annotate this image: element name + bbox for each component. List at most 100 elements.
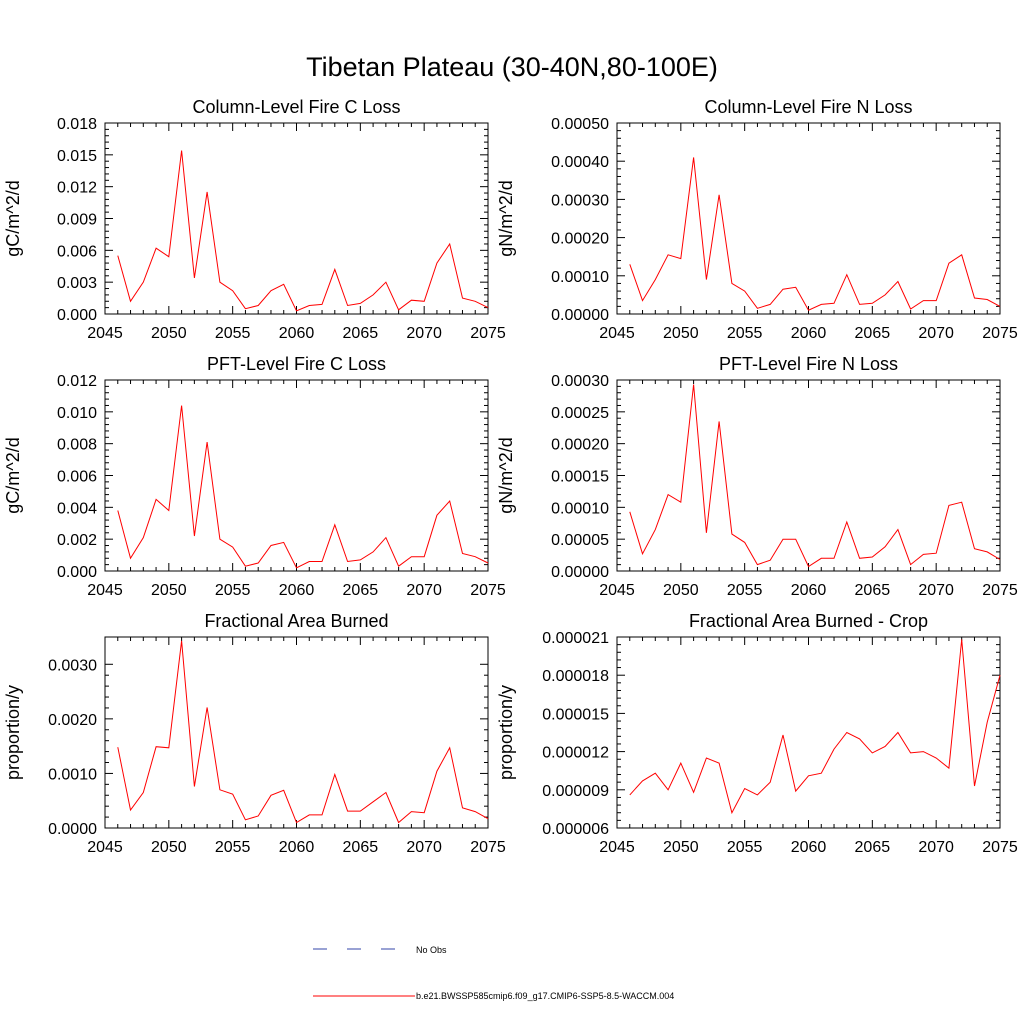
y-tick-label: 0.0010: [48, 766, 97, 783]
panel-title: Fractional Area Burned: [204, 611, 388, 631]
x-tick-label: 2055: [215, 582, 251, 599]
y-tick-label: 0.0030: [48, 657, 97, 674]
x-tick-label: 2045: [599, 582, 635, 599]
y-tick-label: 0.00000: [551, 307, 609, 324]
x-tick-label: 2060: [279, 582, 315, 599]
x-tick-label: 2050: [151, 325, 187, 342]
y-tick-label: 0.000: [57, 307, 97, 324]
plot-frame: [104, 379, 489, 572]
x-tick-label: 2060: [279, 839, 315, 856]
series-line: [117, 405, 489, 569]
panels-group: Column-Level Fire C Loss gC/m^2/d 2045 2050…: [3, 97, 1018, 856]
y-tick-label: 0.00030: [551, 373, 609, 390]
y-tick-label: 0.00050: [551, 116, 609, 133]
y-tick-label: 0.004: [57, 500, 97, 517]
series-line: [629, 384, 1001, 568]
y-tick-label: 0.00030: [551, 192, 609, 209]
x-tick-label: 2065: [855, 582, 891, 599]
y-tick-label: 0.002: [57, 532, 97, 549]
x-tick-label: 2060: [791, 582, 827, 599]
legend-no-obs-label: No Obs: [416, 945, 447, 955]
x-tick-label: 2065: [855, 839, 891, 856]
y-tick-label: 0.00020: [551, 437, 609, 454]
y-axis-label: gN/m^2/d: [496, 180, 516, 256]
panel-title: Column-Level Fire N Loss: [704, 97, 912, 117]
y-tick-label: 0.0000: [48, 821, 97, 838]
y-tick-label: 0.0020: [48, 712, 97, 729]
x-tick-label: 2050: [151, 582, 187, 599]
y-tick-label: 0.008: [57, 437, 97, 454]
y-tick-label: 0.00010: [551, 500, 609, 517]
plot-frame: [104, 122, 489, 315]
y-tick-label: 0.00015: [551, 469, 609, 486]
y-tick-label: 0.00000: [551, 564, 609, 581]
x-tick-label: 2065: [343, 582, 379, 599]
panel-5: Fractional Area Burned proportion/y 2045 20…: [3, 611, 506, 856]
x-tick-label: 2070: [918, 839, 954, 856]
x-tick-label: 2055: [727, 839, 763, 856]
x-tick-label: 2050: [151, 839, 187, 856]
x-tick-label: 2075: [982, 839, 1018, 856]
x-tick-label: 2045: [87, 325, 123, 342]
y-tick-label: 0.00010: [551, 269, 609, 286]
y-tick-label: 0.003: [57, 275, 97, 292]
y-tick-label: 0.006: [57, 469, 97, 486]
panel-title: Fractional Area Burned - Crop: [689, 611, 928, 631]
plot-frame: [616, 636, 1001, 829]
x-tick-label: 2045: [87, 839, 123, 856]
series-line: [117, 640, 489, 824]
y-axis-label: gC/m^2/d: [3, 180, 23, 256]
y-tick-label: 0.000015: [542, 706, 609, 723]
x-tick-label: 2065: [343, 839, 379, 856]
plot-frame: [616, 379, 1001, 572]
panel-title: Column-Level Fire C Loss: [192, 97, 400, 117]
y-axis-label: gC/m^2/d: [3, 437, 23, 513]
x-tick-label: 2045: [87, 582, 123, 599]
y-axis-label: proportion/y: [3, 685, 23, 780]
y-tick-label: 0.000006: [542, 821, 609, 838]
y-tick-label: 0.000012: [542, 745, 609, 762]
y-tick-label: 0.000021: [542, 630, 609, 647]
y-tick-label: 0.000009: [542, 783, 609, 800]
legend-model-label: b.e21.BWSSP585cmip6.f09_g17.CMIP6-SSP5-8…: [416, 991, 674, 1001]
figure-title: Tibetan Plateau (30-40N,80-100E): [306, 52, 718, 82]
series-line: [629, 157, 1001, 311]
series-line: [629, 639, 1001, 815]
y-tick-label: 0.000018: [542, 668, 609, 685]
x-tick-label: 2065: [343, 325, 379, 342]
x-tick-label: 2050: [663, 325, 699, 342]
x-tick-label: 2075: [470, 325, 506, 342]
panel-title: PFT-Level Fire N Loss: [719, 354, 898, 374]
y-axis-label: proportion/y: [496, 685, 516, 780]
x-tick-label: 2045: [599, 325, 635, 342]
x-tick-label: 2045: [599, 839, 635, 856]
x-tick-label: 2055: [215, 325, 251, 342]
y-tick-label: 0.012: [57, 180, 97, 197]
x-tick-label: 2075: [470, 839, 506, 856]
series-line: [117, 150, 489, 312]
x-tick-label: 2070: [406, 839, 442, 856]
x-tick-label: 2065: [855, 325, 891, 342]
panel-2: Column-Level Fire N Loss gN/m^2/d 2045 2050…: [496, 97, 1018, 342]
panel-4: PFT-Level Fire N Loss gN/m^2/d 2045 2050 205…: [496, 354, 1018, 599]
y-tick-label: 0.000: [57, 564, 97, 581]
x-tick-label: 2075: [982, 582, 1018, 599]
y-axis-label: gN/m^2/d: [496, 437, 516, 513]
panel-title: PFT-Level Fire C Loss: [207, 354, 386, 374]
x-tick-label: 2050: [663, 839, 699, 856]
x-tick-label: 2060: [791, 325, 827, 342]
plot-frame: [104, 636, 489, 829]
panel-3: PFT-Level Fire C Loss gC/m^2/d 2045 2050 205…: [3, 354, 506, 599]
plot-frame: [616, 122, 1001, 315]
x-tick-label: 2070: [918, 325, 954, 342]
y-tick-label: 0.006: [57, 243, 97, 260]
x-tick-label: 2055: [215, 839, 251, 856]
y-tick-label: 0.010: [57, 405, 97, 422]
x-tick-label: 2055: [727, 325, 763, 342]
x-tick-label: 2075: [982, 325, 1018, 342]
x-tick-label: 2070: [406, 325, 442, 342]
x-tick-label: 2060: [791, 839, 827, 856]
y-tick-label: 0.00040: [551, 154, 609, 171]
x-tick-label: 2060: [279, 325, 315, 342]
